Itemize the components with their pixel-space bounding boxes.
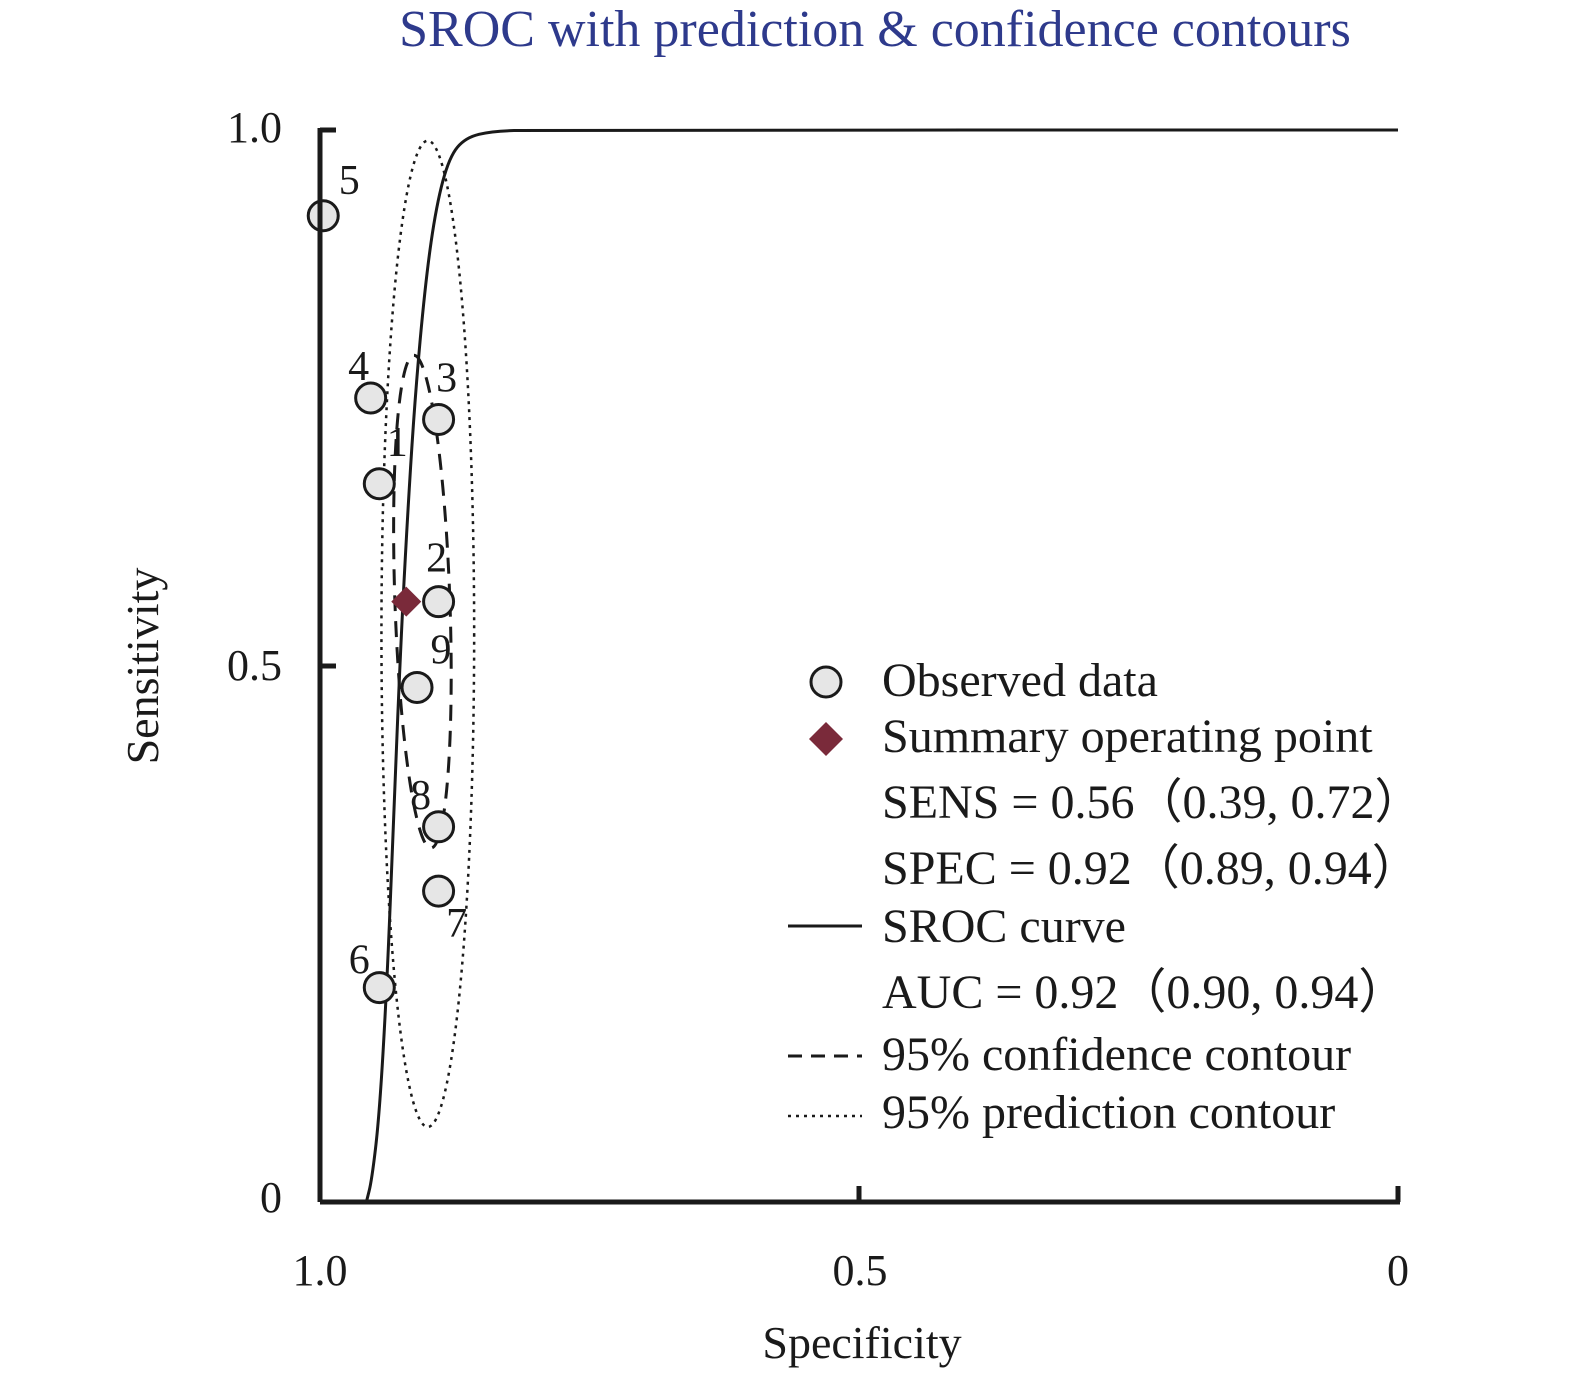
legend-summary-label: Summary operating point <box>882 710 1373 763</box>
legend-sroc-label: SROC curve <box>882 900 1126 953</box>
summary-operating-point <box>391 586 422 617</box>
observed-point-label-9: 9 <box>431 627 452 673</box>
observed-point-4 <box>354 381 388 415</box>
x-tick-label-1: 1.0 <box>293 1246 348 1295</box>
observed-point-label-5: 5 <box>339 158 360 204</box>
legend-prediction-label: 95% prediction contour <box>882 1086 1335 1139</box>
observed-point-label-8: 8 <box>410 773 431 819</box>
chart-title: SROC with prediction & confidence contou… <box>399 1 1351 58</box>
legend-spec-text: SPEC = 0.92（0.89, 0.94） <box>882 842 1420 895</box>
legend-auc-text: AUC = 0.92（0.90, 0.94） <box>882 966 1406 1019</box>
plot-area: 1 2 3 4 5 6 7 8 9 <box>306 128 1398 1203</box>
observed-point-1 <box>362 467 396 501</box>
y-axis-label: Sensitivity <box>117 568 168 765</box>
legend-sens-text: SENS = 0.56（0.39, 0.72） <box>882 776 1422 829</box>
prediction-contour <box>380 139 476 1129</box>
x-tick-label-0.5: 0.5 <box>833 1246 888 1295</box>
observed-point-label-6: 6 <box>349 938 370 984</box>
observed-point-label-3: 3 <box>436 355 457 401</box>
legend-confidence-label: 95% confidence contour <box>882 1028 1351 1081</box>
observed-point-label-2: 2 <box>426 536 447 582</box>
observed-point-3 <box>422 402 456 436</box>
observed-point-6 <box>362 971 396 1005</box>
observed-point-7 <box>422 874 456 908</box>
observed-point-9 <box>400 670 434 704</box>
legend: Observed data Summary operating point SE… <box>788 654 1422 1139</box>
observed-point-label-4: 4 <box>348 344 369 390</box>
legend-summary-marker <box>809 722 843 756</box>
axis-ticks <box>317 127 1401 1205</box>
y-tick-label-1: 1.0 <box>227 103 282 152</box>
x-tick-label-0: 0 <box>1387 1246 1409 1295</box>
observed-point-5 <box>306 199 340 233</box>
legend-observed-label: Observed data <box>882 654 1158 707</box>
legend-observed-marker <box>809 665 843 699</box>
observed-point-label-7: 7 <box>446 901 467 947</box>
observed-point-8 <box>422 810 456 844</box>
y-tick-label-0.5: 0.5 <box>227 641 282 690</box>
observed-point-2 <box>422 585 456 619</box>
x-axis-label: Specificity <box>762 1317 961 1368</box>
observed-point-label-1: 1 <box>387 420 408 466</box>
sroc-curve <box>364 128 1398 1203</box>
y-tick-label-0: 0 <box>260 1173 282 1222</box>
